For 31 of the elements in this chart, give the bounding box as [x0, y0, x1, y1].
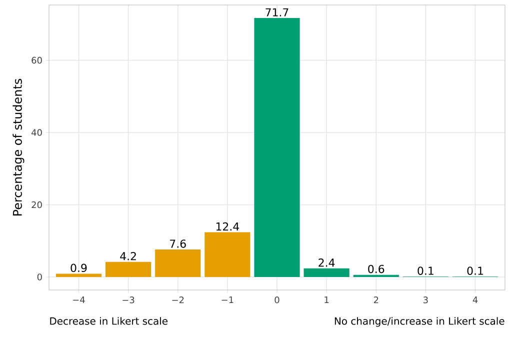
data-label: 0.1 [418, 266, 434, 275]
bar [56, 274, 102, 277]
bar [204, 232, 250, 277]
data-label: 4.2 [120, 252, 136, 260]
bar [106, 262, 152, 277]
bar [254, 18, 300, 277]
bar [304, 268, 350, 277]
x-tick-label: 0 [274, 296, 280, 304]
x-tick-label: −4 [73, 296, 85, 304]
y-tick-label: 20 [32, 201, 42, 208]
data-label: 71.7 [266, 8, 288, 16]
x-tick-label: 4 [472, 296, 478, 304]
x-tick-label: 2 [374, 296, 378, 304]
data-label: 7.6 [170, 240, 186, 248]
bar [155, 250, 201, 277]
data-label: 2.4 [318, 258, 335, 267]
y-tick-label: 40 [32, 129, 42, 136]
x-tick-label: −3 [122, 296, 134, 304]
data-label: 12.4 [216, 222, 240, 231]
x-tick-label: 1 [324, 296, 329, 304]
data-label: 0.9 [70, 264, 87, 272]
y-tick-label: 60 [32, 56, 42, 64]
x-tick-label: 3 [424, 296, 428, 304]
x-tick-label: −1 [222, 296, 234, 304]
data-label: 0.6 [368, 264, 384, 274]
data-label: 0.1 [467, 266, 483, 275]
text: Decrease in Likert scale [50, 317, 168, 325]
y-axis-title: Percentage of students [12, 78, 24, 216]
x-tick-label: −2 [172, 296, 184, 304]
y-tick-label: 0 [37, 274, 42, 280]
text: No change/increase in Likert scale [334, 317, 504, 327]
